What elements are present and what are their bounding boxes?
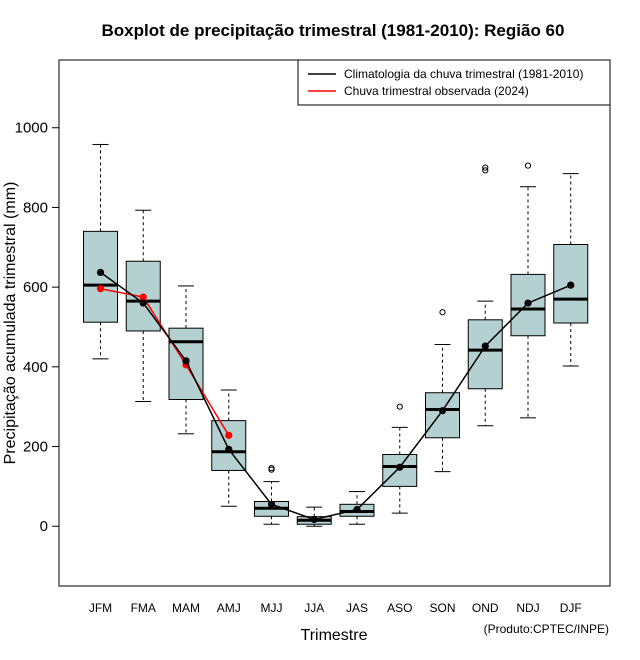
box-mjj: [254, 464, 289, 525]
observed-point: [139, 293, 147, 301]
box-son: [425, 309, 460, 473]
climatology-point: [438, 407, 447, 415]
box-iqr: [467, 319, 503, 390]
box-iqr: [425, 392, 460, 439]
box-ond: [467, 164, 503, 427]
box-mam: [168, 285, 204, 435]
y-tick-label: 1000: [15, 120, 48, 137]
x-tick-label: NDJ: [516, 601, 539, 615]
x-tick-label: MAM: [172, 601, 200, 615]
x-tick-label: OND: [472, 601, 499, 615]
climatology-point: [139, 299, 147, 307]
y-axis-title: Precipitação acumulada trimestral (mm): [2, 182, 19, 465]
legend: Climatologia da chuva trimestral (1981-2…: [297, 59, 611, 106]
box-iqr: [83, 230, 118, 323]
chart-title: Boxplot de precipitação trimestral (1981…: [102, 21, 565, 40]
outlier-point: [439, 309, 446, 316]
y-tick-label: 800: [23, 199, 48, 216]
observed-point: [96, 285, 105, 293]
outlier-point: [482, 164, 489, 171]
box-iqr: [211, 420, 247, 471]
boxes: [83, 143, 589, 527]
y-tick-label: 600: [23, 279, 48, 296]
y-tick-label: 0: [40, 518, 48, 535]
x-tick-label: DJF: [560, 601, 582, 615]
outlier-point: [524, 162, 532, 169]
climatology-point: [353, 505, 361, 514]
series-lines: [96, 268, 575, 524]
climatology-point: [267, 500, 276, 508]
y-tick-label: 400: [23, 359, 48, 376]
box-ndj: [510, 162, 546, 419]
x-axis: JFM FMA MAM AMJ MJJ JJA JAS ASO SON OND NDJ DJF: [89, 601, 582, 615]
outlier-point: [396, 403, 403, 410]
observed-line: [100, 287, 230, 436]
climatology-point: [524, 299, 532, 307]
x-tick-label: FMA: [131, 601, 156, 615]
climatology-point: [481, 342, 489, 350]
legend-box: [297, 59, 611, 106]
x-tick-label: JAS: [346, 601, 368, 615]
x-tick-label: SON: [429, 601, 455, 615]
climatology-point: [396, 463, 404, 471]
x-tick-label: JFM: [89, 601, 112, 615]
legend-label-observed: Chuva trimestral observada (2024): [344, 84, 529, 98]
climatology-line: [100, 271, 572, 521]
climatology-point: [567, 281, 575, 289]
x-axis-title: Trimestre: [301, 627, 368, 644]
climatology-point: [182, 357, 190, 365]
y-tick-label: 200: [23, 439, 48, 456]
climatology-point: [225, 445, 233, 453]
y-axis: 0 200 400 600 800 1000: [15, 120, 60, 535]
climatology-point: [96, 268, 105, 276]
climatology-point: [310, 515, 318, 524]
box-djf: [553, 173, 589, 367]
box-aso: [382, 403, 418, 514]
credit-label: (Produto:CPTEC/INPE): [484, 622, 609, 636]
outlier-point: [482, 167, 489, 174]
box-jfm: [83, 143, 118, 360]
legend-label-climatology: Climatologia da chuva trimestral (1981-2…: [344, 67, 583, 81]
observed-point: [225, 431, 233, 439]
x-tick-label: AMJ: [217, 601, 241, 615]
x-tick-label: JJA: [304, 601, 324, 615]
x-tick-label: MJJ: [261, 601, 283, 615]
x-tick-label: ASO: [387, 601, 412, 615]
outlier-point: [268, 464, 275, 472]
